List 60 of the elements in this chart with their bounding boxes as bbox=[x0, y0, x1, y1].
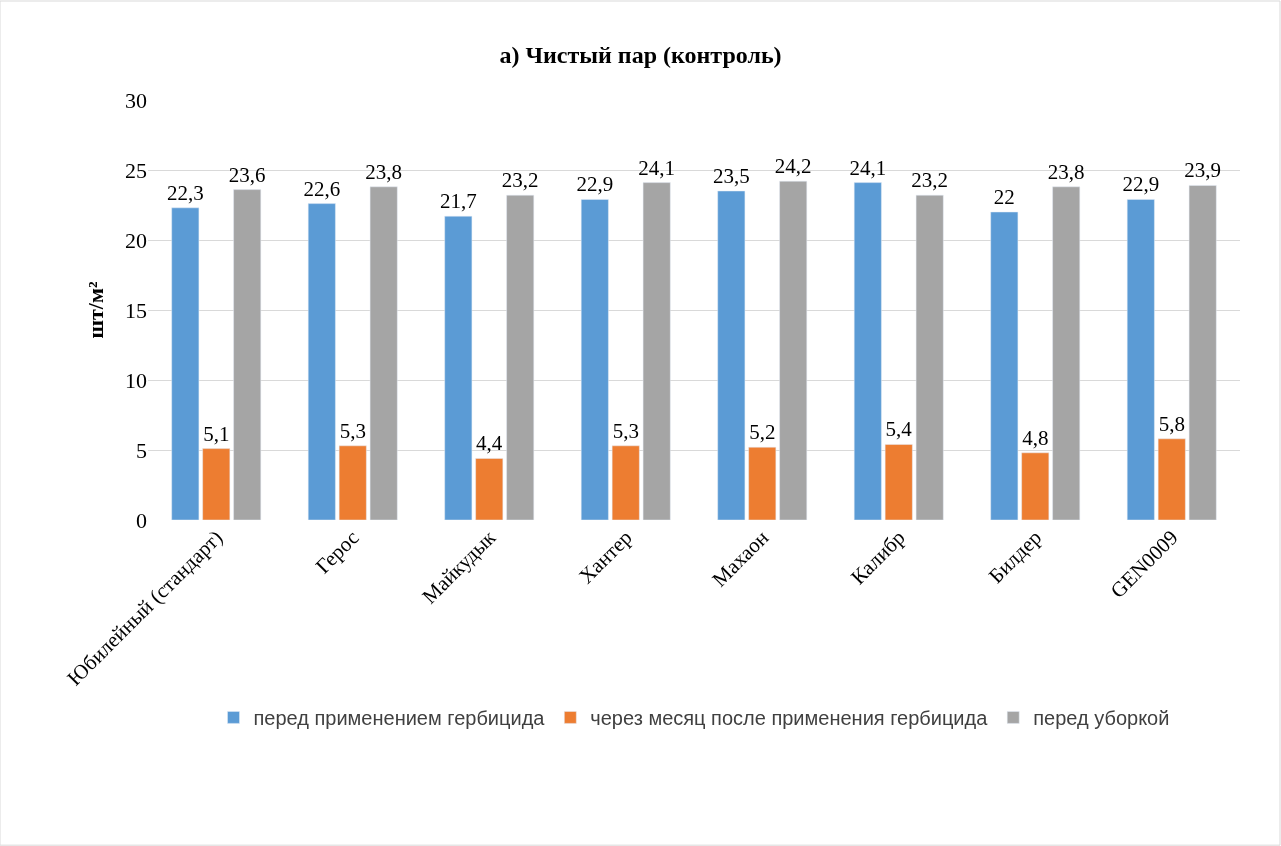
y-tick-label: 10 bbox=[125, 367, 147, 393]
bar bbox=[853, 182, 882, 520]
data-label: 5,3 bbox=[612, 418, 639, 443]
data-label: 23,5 bbox=[712, 164, 750, 188]
y-tick-label: 30 bbox=[125, 87, 147, 113]
data-label: 22,3 bbox=[166, 180, 204, 205]
bar bbox=[748, 446, 777, 520]
y-axis-title: шт/м² bbox=[82, 281, 108, 339]
data-label: 21,7 bbox=[439, 189, 477, 214]
bar bbox=[779, 180, 808, 520]
bar bbox=[369, 186, 398, 520]
data-label: 22,9 bbox=[1122, 172, 1160, 197]
data-label: 5,4 bbox=[885, 417, 913, 442]
data-label: 24,1 bbox=[638, 155, 676, 180]
bar bbox=[611, 445, 640, 520]
data-label: 23,9 bbox=[1184, 158, 1222, 183]
y-tick-label: 5 bbox=[136, 437, 147, 463]
data-label: 22,6 bbox=[303, 176, 341, 201]
data-label: 5,2 bbox=[749, 420, 776, 445]
y-tick-label: 0 bbox=[136, 507, 147, 533]
bar bbox=[642, 182, 671, 520]
legend-label: перед уборкой bbox=[1033, 707, 1170, 730]
data-label: 4,4 bbox=[475, 431, 503, 456]
chart-title: а) Чистый пар (контроль) bbox=[499, 42, 782, 69]
data-label: 5,3 bbox=[339, 418, 366, 443]
legend-label: перед применением гербицида bbox=[253, 707, 546, 730]
bar bbox=[233, 189, 262, 520]
data-label: 5,1 bbox=[203, 421, 230, 446]
bar bbox=[338, 445, 367, 520]
bar bbox=[884, 444, 913, 520]
bar bbox=[444, 215, 473, 520]
bar bbox=[1126, 199, 1155, 520]
y-tick-label: 20 bbox=[125, 227, 147, 253]
legend-label: через месяц после применения гербицида bbox=[590, 707, 989, 730]
data-label: 24,1 bbox=[849, 155, 887, 180]
bar bbox=[915, 194, 944, 520]
bar bbox=[202, 448, 231, 520]
bar bbox=[1188, 185, 1217, 520]
bar bbox=[580, 199, 609, 520]
bar bbox=[475, 458, 504, 520]
y-tick-label: 15 bbox=[125, 297, 147, 323]
data-label: 4,8 bbox=[1022, 425, 1049, 450]
data-label: 23,2 bbox=[911, 168, 949, 193]
data-label: 23,2 bbox=[501, 168, 539, 193]
bar bbox=[307, 203, 336, 520]
data-label: 23,8 bbox=[1047, 159, 1085, 184]
bar bbox=[990, 211, 1019, 520]
data-label: 23,6 bbox=[228, 162, 266, 187]
data-label: 24,2 bbox=[774, 154, 812, 179]
bar bbox=[1052, 186, 1081, 520]
bar bbox=[171, 207, 200, 520]
data-label: 5,8 bbox=[1158, 411, 1185, 436]
data-label: 22 bbox=[993, 185, 1015, 209]
data-label: 23,8 bbox=[365, 159, 403, 184]
bar bbox=[1157, 438, 1186, 520]
y-tick-label: 25 bbox=[125, 157, 147, 183]
bar bbox=[1021, 452, 1050, 520]
data-label: 22,9 bbox=[576, 172, 614, 197]
bar bbox=[506, 194, 535, 520]
bar bbox=[717, 190, 746, 520]
